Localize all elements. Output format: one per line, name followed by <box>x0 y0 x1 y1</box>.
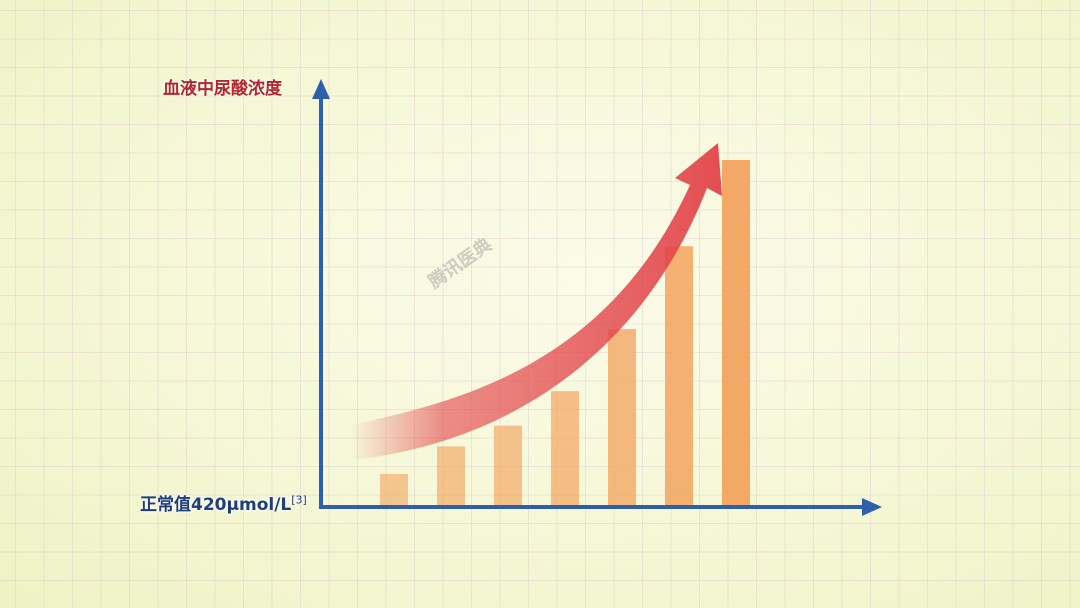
y-axis-arrowhead <box>312 79 330 99</box>
y-axis-label: 血液中尿酸浓度 <box>163 79 282 99</box>
x-axis-arrowhead <box>862 498 882 516</box>
baseline-value: 正常值420μmol/L <box>140 495 292 515</box>
bar-6 <box>665 246 693 505</box>
bar-3 <box>494 425 522 505</box>
baseline-label: 正常值420μmol/L[3] <box>140 490 307 515</box>
trend-arrow <box>350 143 722 460</box>
bar-4 <box>551 391 579 505</box>
bar-7 <box>722 160 750 505</box>
bar-5 <box>608 329 636 505</box>
bar-1 <box>380 473 408 505</box>
reference-marker: [3] <box>291 493 307 507</box>
bar-2 <box>437 446 465 505</box>
